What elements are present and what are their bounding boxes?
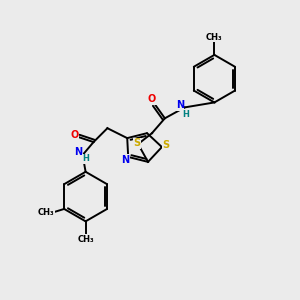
Text: H: H [182, 110, 189, 119]
Text: S: S [134, 138, 141, 148]
Text: CH₃: CH₃ [206, 33, 223, 42]
Text: O: O [70, 130, 79, 140]
Text: N: N [176, 100, 184, 110]
Text: N: N [121, 155, 129, 165]
Text: N: N [75, 147, 83, 157]
Text: H: H [82, 154, 89, 164]
Text: O: O [148, 94, 156, 104]
Text: S: S [162, 140, 169, 150]
Text: CH₃: CH₃ [77, 235, 94, 244]
Text: CH₃: CH₃ [38, 208, 55, 217]
